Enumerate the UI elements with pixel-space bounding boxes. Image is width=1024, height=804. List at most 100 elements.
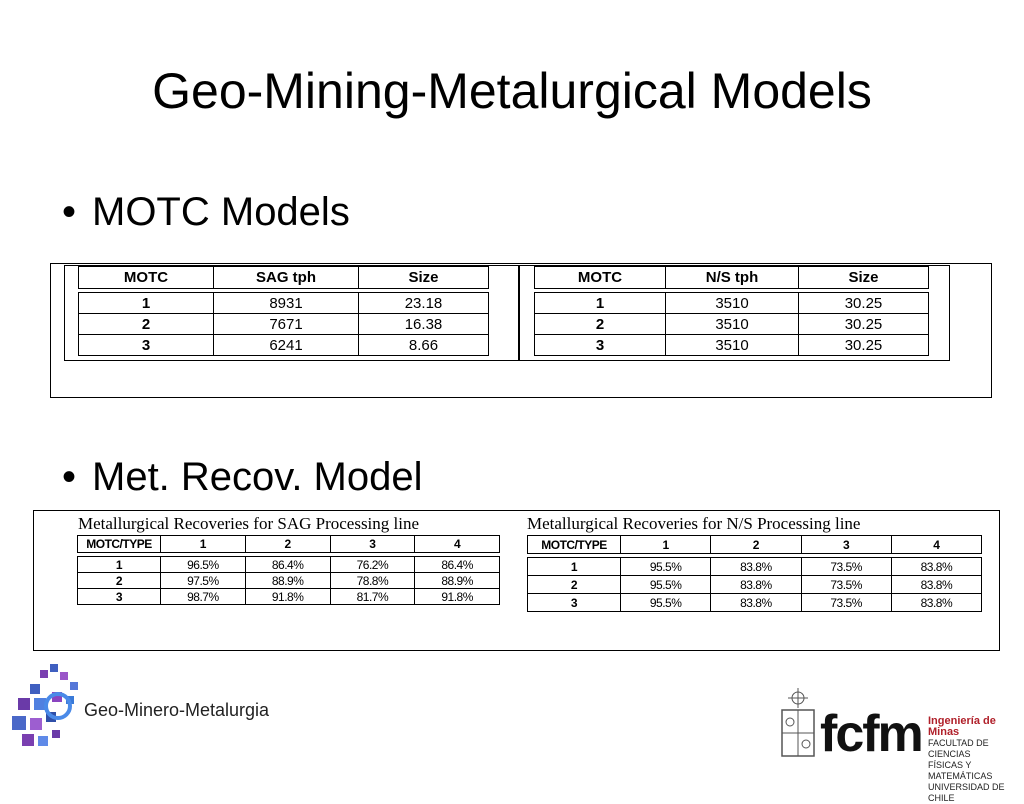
table-cell: 3510 (665, 334, 799, 356)
table-row: 1 95.5% 83.8% 73.5% 83.8% (527, 557, 983, 576)
table-cell: 81.7% (329, 588, 416, 605)
department-name: Ingeniería de Minas (928, 715, 996, 738)
table-cell: 95.5% (619, 575, 712, 594)
motc-frame (50, 263, 992, 398)
page-title: Geo-Mining-Metalurgical Models (152, 63, 872, 119)
table-cell: 1 (77, 556, 161, 573)
bullet-motc-models: • MOTC Models (62, 190, 350, 235)
table-row: 1 8931 23.18 (78, 292, 489, 314)
table-cell: 23.18 (358, 292, 489, 314)
table-row: 1 3510 30.25 (534, 292, 929, 314)
department-label: Ingeniería de Minas FACULTAD DE CIENCIAS… (928, 716, 1024, 804)
bullet-label: MOTC Models (92, 190, 350, 234)
table-row: 3 98.7% 91.8% 81.7% 91.8% (77, 588, 500, 605)
geo-minero-logo-icon (12, 664, 78, 746)
table-cell: 2 (527, 575, 621, 594)
table-cell: 8931 (213, 292, 359, 314)
table-cell: 2 (77, 572, 161, 589)
table-row: 2 95.5% 83.8% 73.5% 83.8% (527, 575, 983, 594)
table-cell: 98.7% (160, 588, 246, 605)
table-header: 4 (890, 535, 983, 554)
table-cell: 3 (77, 588, 161, 605)
table-header: 2 (710, 535, 802, 554)
table-row: 2 3510 30.25 (534, 313, 929, 335)
table-cell: 86.4% (244, 556, 331, 573)
university-line: UNIVERSIDAD DE CHILE (928, 782, 1005, 803)
university-seal-icon (781, 688, 815, 757)
table-header: N/S tph (665, 266, 799, 289)
table-row: 2 97.5% 88.9% 78.8% 88.9% (77, 572, 500, 589)
table-cell: 76.2% (329, 556, 416, 573)
table-cell: 8.66 (358, 334, 489, 356)
table-cell: 30.25 (798, 334, 929, 356)
table-cell: 83.8% (890, 575, 983, 594)
bullet-dot: • (62, 455, 77, 499)
table-header: SAG tph (213, 266, 359, 289)
ns-recovery-table: MOTC/TYPE 1 2 3 4 1 95.5% 83.8% 73.5% 83… (527, 535, 983, 612)
faculty-line: FACULTAD DE CIENCIAS (928, 738, 989, 759)
table-row: 3 6241 8.66 (78, 334, 489, 356)
bullet-dot: • (62, 190, 77, 234)
table-cell: 83.8% (710, 593, 802, 612)
table-header: 1 (619, 535, 712, 554)
table-row: 2 7671 16.38 (78, 313, 489, 335)
table-cell: 2 (534, 313, 666, 335)
logo-text: Geo-Minero-Metalurgia (84, 700, 270, 720)
sag-recovery-table: MOTC/TYPE 1 2 3 4 1 96.5% 86.4% 76.2% 86… (77, 535, 500, 605)
table-cell: 1 (527, 557, 621, 576)
table-cell: 83.8% (710, 575, 802, 594)
table-cell: 83.8% (890, 557, 983, 576)
table-cell: 91.8% (244, 588, 331, 605)
bullet-label: Met. Recov. Model (92, 455, 423, 499)
table-cell: 91.8% (414, 588, 500, 605)
ns-recovery-caption: Metallurgical Recoveries for N/S Process… (527, 514, 861, 533)
table-header: MOTC/TYPE (527, 535, 621, 554)
table-header: MOTC (534, 266, 666, 289)
table-row: 3 3510 30.25 (534, 334, 929, 356)
table-header: MOTC (78, 266, 214, 289)
table-cell: 78.8% (329, 572, 416, 589)
table-header: 2 (244, 535, 331, 553)
sag-motc-table: MOTC SAG tph Size 1 8931 23.18 2 7671 16… (78, 266, 489, 356)
table-cell: 96.5% (160, 556, 246, 573)
table-header: 3 (329, 535, 416, 553)
bullet-met-recov-model: • Met. Recov. Model (62, 455, 423, 500)
table-cell: 1 (78, 292, 214, 314)
table-cell: 3510 (665, 292, 799, 314)
table-cell: 16.38 (358, 313, 489, 335)
faculty-line: FÍSICAS Y MATEMÁTICAS (928, 760, 993, 781)
table-cell: 30.25 (798, 313, 929, 335)
recovery-frame (33, 510, 1000, 651)
table-cell: 95.5% (619, 557, 712, 576)
table-row: 3 95.5% 83.8% 73.5% 83.8% (527, 593, 983, 612)
table-header: 1 (160, 535, 246, 553)
fcfm-logo: fcfm (820, 705, 924, 763)
sag-recovery-caption: Metallurgical Recoveries for SAG Process… (78, 514, 420, 533)
table-cell: 83.8% (710, 557, 802, 576)
table-cell: 97.5% (160, 572, 246, 589)
table-cell: 3510 (665, 313, 799, 335)
ns-inner-frame (518, 265, 950, 361)
table-cell: 83.8% (890, 593, 983, 612)
table-cell: 88.9% (244, 572, 331, 589)
table-cell: 88.9% (414, 572, 500, 589)
table-cell: 73.5% (800, 557, 892, 576)
table-row: 1 96.5% 86.4% 76.2% 86.4% (77, 556, 500, 573)
table-cell: 7671 (213, 313, 359, 335)
sag-inner-frame (64, 265, 520, 361)
table-cell: 86.4% (414, 556, 500, 573)
table-cell: 1 (534, 292, 666, 314)
table-cell: 6241 (213, 334, 359, 356)
table-cell: 73.5% (800, 575, 892, 594)
table-header: Size (358, 266, 489, 289)
table-cell: 3 (78, 334, 214, 356)
table-header: MOTC/TYPE (77, 535, 161, 553)
ns-motc-table: MOTC N/S tph Size 1 3510 30.25 2 3510 30… (534, 266, 929, 356)
table-cell: 30.25 (798, 292, 929, 314)
table-header: 3 (800, 535, 892, 554)
table-cell: 73.5% (800, 593, 892, 612)
table-cell: 2 (78, 313, 214, 335)
table-header: 4 (414, 535, 500, 553)
table-cell: 95.5% (619, 593, 712, 612)
table-header: Size (798, 266, 929, 289)
